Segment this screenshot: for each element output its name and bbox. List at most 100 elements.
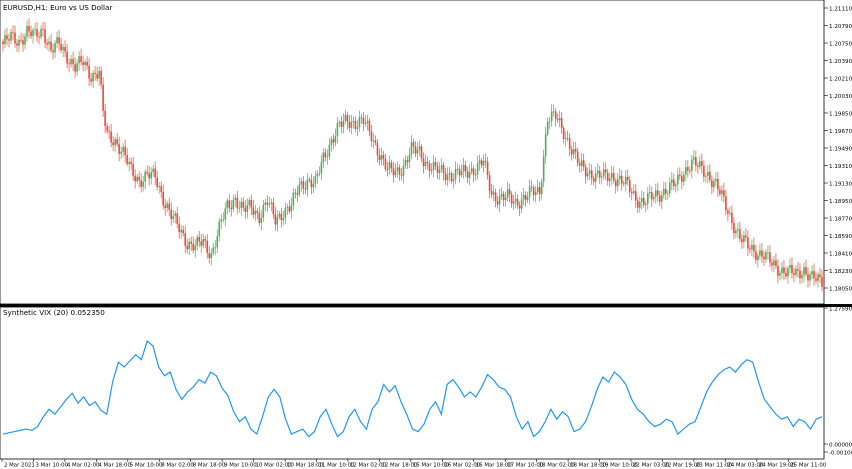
- candle-body: [276, 216, 279, 225]
- indicator-scale-label: 0.000000: [829, 443, 852, 449]
- candle-body: [679, 174, 681, 177]
- candle-body: [717, 178, 719, 190]
- candle-body: [8, 39, 10, 41]
- candle-body: [262, 204, 265, 218]
- candle-body: [86, 61, 88, 66]
- candle-body: [356, 127, 359, 129]
- candle-body: [759, 250, 761, 256]
- candle-body: [118, 144, 120, 154]
- candle-body: [659, 195, 661, 202]
- candle-body: [140, 180, 142, 187]
- candle-body: [16, 43, 18, 46]
- candle-body: [462, 165, 465, 172]
- pane-separator[interactable]: [0, 304, 852, 307]
- time-label: 16 Mar 02:00: [444, 463, 481, 469]
- candle-body: [242, 201, 245, 208]
- candle-body: [48, 41, 50, 45]
- candle-body: [158, 186, 160, 187]
- candle-body: [797, 268, 799, 271]
- candle-body: [250, 200, 253, 208]
- candle-body: [821, 277, 823, 287]
- candle-body: [753, 244, 755, 252]
- candle-body: [186, 245, 189, 250]
- candle-body: [328, 144, 331, 157]
- price-label: 1.19850: [829, 112, 852, 118]
- candle-body: [348, 121, 351, 128]
- time-label: 22 Mar 03:00: [633, 463, 670, 469]
- candle-body: [765, 252, 767, 260]
- candle-body: [568, 138, 571, 150]
- candle-body: [737, 229, 739, 231]
- candle-body: [166, 203, 169, 209]
- candle-body: [380, 155, 383, 161]
- candle-body: [82, 62, 84, 65]
- candle-body: [428, 163, 431, 172]
- indicator-pane[interactable]: [0, 306, 825, 460]
- candle-body: [424, 161, 427, 167]
- time-axis[interactable]: 2 Mar 2021 3 Mar 10:004 Mar 02:004 Mar 18…: [1, 459, 827, 469]
- candle-body: [364, 122, 367, 125]
- candle-body: [500, 193, 503, 197]
- candle-body: [294, 192, 297, 194]
- candle-body: [608, 177, 611, 182]
- candle-body: [194, 245, 197, 251]
- candle-body: [94, 72, 96, 74]
- candle-body: [675, 184, 677, 187]
- candle-body: [542, 156, 545, 182]
- candle-body: [815, 278, 817, 281]
- candle-body: [562, 128, 565, 139]
- candle-body: [246, 205, 249, 212]
- candle-body: [80, 56, 82, 63]
- time-label: 8 Mar 02:00: [161, 463, 194, 469]
- candle-body: [60, 43, 62, 51]
- candle-body: [196, 236, 199, 246]
- indicator-scale[interactable]: 1.275905 0.000000 -0.001007: [824, 307, 852, 457]
- candle-body: [701, 161, 703, 167]
- candle-body: [58, 37, 60, 44]
- chart-title: EURUSD,H1: Euro vs US Dollar: [3, 3, 112, 12]
- candle-body: [564, 138, 567, 139]
- time-label: 17 Mar 10:00: [507, 463, 544, 469]
- candle-body: [12, 32, 14, 33]
- candle-body: [150, 172, 152, 179]
- candle-body: [536, 187, 539, 193]
- candle-body: [697, 165, 699, 167]
- candle-body: [310, 179, 313, 188]
- candle-body: [446, 174, 449, 181]
- candle-body: [170, 209, 173, 220]
- candle-body: [332, 139, 335, 143]
- time-label: 4 Mar 18:00: [98, 463, 131, 469]
- candle-body: [799, 270, 801, 279]
- candle-body: [218, 221, 221, 237]
- price-scale[interactable]: 1.21110 1.20790 1.20750 1.20390 1.20210 1.200…: [824, 7, 852, 293]
- candle-body: [626, 176, 629, 181]
- candle-body: [336, 123, 339, 137]
- candle-body: [470, 168, 473, 173]
- candle-body: [640, 198, 643, 202]
- candle-body: [372, 140, 375, 142]
- candle-body: [282, 218, 285, 221]
- candle-body: [743, 235, 745, 243]
- candle-body: [214, 247, 217, 249]
- candle-body: [801, 274, 803, 279]
- candle-body: [628, 180, 631, 192]
- candle-body: [807, 274, 809, 281]
- candle-body: [681, 176, 683, 182]
- time-label: 5 Mar 10:00: [130, 463, 163, 469]
- candle-body: [789, 264, 791, 269]
- candle-body: [803, 267, 805, 275]
- candle-body: [384, 158, 387, 170]
- candle-body: [206, 240, 209, 254]
- candle-body: [350, 122, 353, 128]
- candle-body: [88, 65, 90, 79]
- candle-body: [154, 168, 156, 178]
- candle-body: [326, 156, 329, 158]
- candle-body: [228, 200, 231, 208]
- candle-body: [162, 191, 164, 206]
- candle-body: [38, 36, 40, 38]
- candle-body: [809, 274, 811, 281]
- candle-body: [733, 222, 735, 234]
- candle-body: [212, 247, 215, 254]
- candle-body: [510, 194, 513, 204]
